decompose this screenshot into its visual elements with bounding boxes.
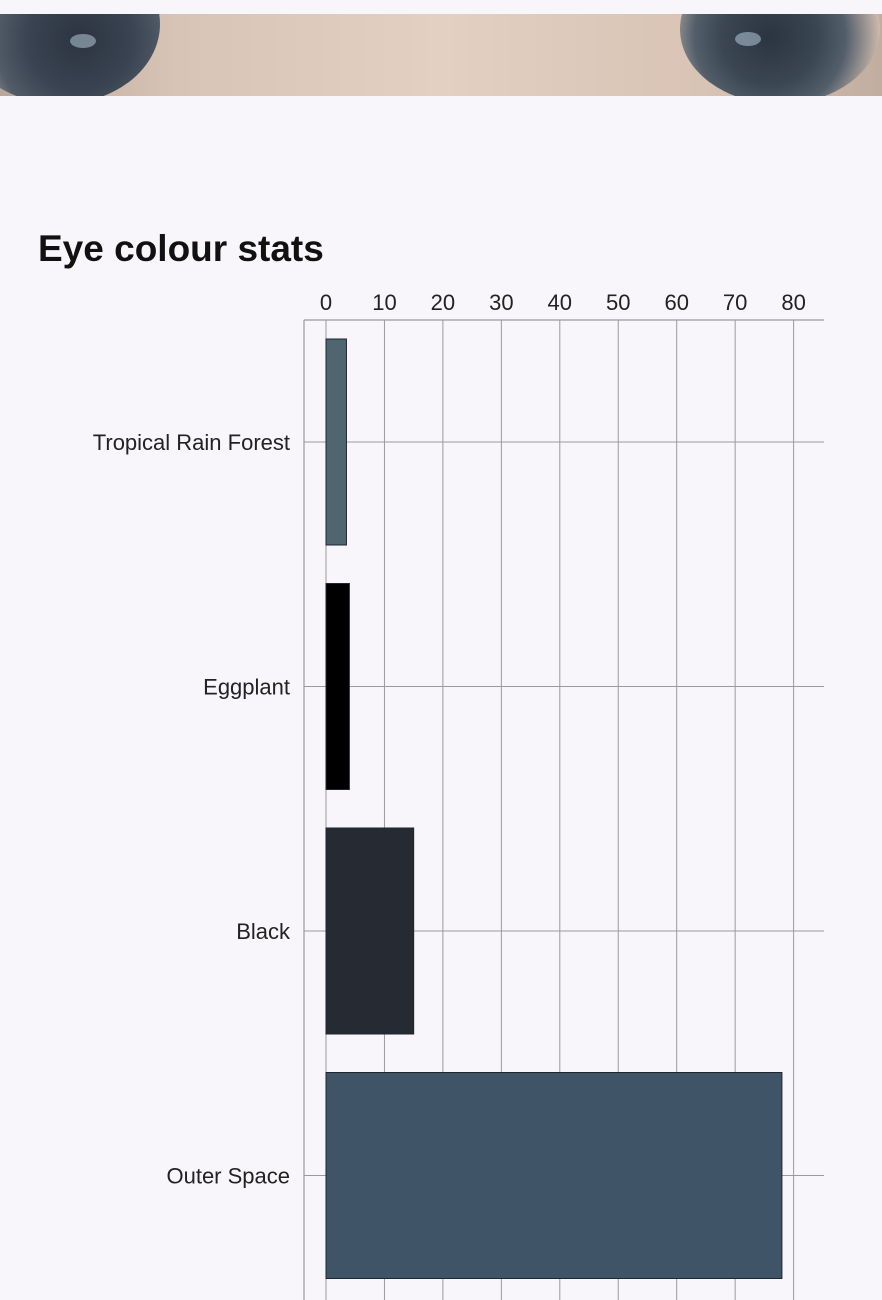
right-eye-image: [680, 14, 880, 96]
x-tick-label: 0: [320, 290, 332, 315]
x-tick-label: 10: [372, 290, 396, 315]
category-label: Outer Space: [166, 1164, 290, 1189]
category-label: Tropical Rain Forest: [93, 430, 290, 455]
category-label: Black: [236, 919, 291, 944]
page-title: Eye colour stats: [38, 228, 324, 269]
bar-outer-space[interactable]: [325, 1072, 783, 1279]
x-tick-label: 70: [723, 290, 747, 315]
x-tick-label: 60: [664, 290, 688, 315]
status-strip: [0, 0, 882, 14]
x-tick-label: 80: [781, 290, 805, 315]
left-eye-highlight: [70, 34, 96, 48]
bar-eggplant[interactable]: [325, 583, 350, 790]
hero-eyes-image: [0, 14, 882, 96]
bar-black[interactable]: [325, 827, 415, 1035]
eye-colour-bar-chart: 0 10 20 30 40 50 60 70 80 Tropical Rain Forest Egg…: [93, 290, 824, 1300]
x-tick-label: 20: [431, 290, 455, 315]
left-eye-image: [0, 14, 160, 96]
x-tick-label: 50: [606, 290, 630, 315]
category-label: Eggplant: [203, 675, 290, 700]
bar-tropical-rain-forest[interactable]: [325, 338, 347, 546]
right-eye-highlight: [735, 32, 761, 46]
x-tick-label: 40: [548, 290, 572, 315]
x-tick-label: 30: [489, 290, 513, 315]
